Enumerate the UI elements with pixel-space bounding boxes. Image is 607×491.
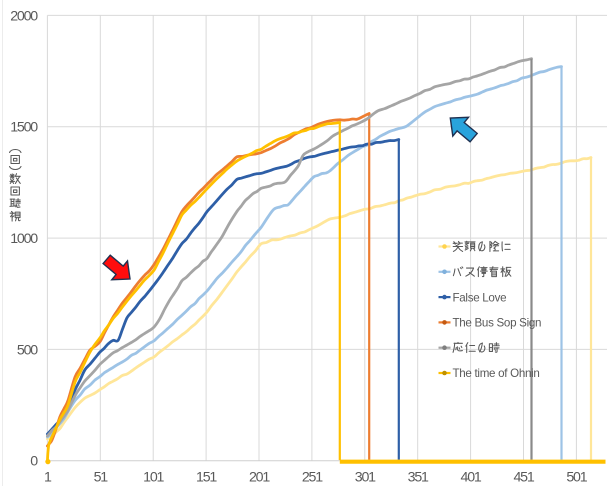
svg-text:The time of Ohnin: The time of Ohnin — [453, 367, 540, 380]
svg-text:2000: 2000 — [10, 8, 38, 24]
svg-text:51: 51 — [94, 470, 109, 486]
svg-text:401: 401 — [461, 470, 482, 486]
svg-text:False Love: False Love — [453, 291, 507, 304]
svg-text:101: 101 — [143, 470, 164, 486]
svg-text:201: 201 — [249, 470, 270, 486]
svg-text:The Bus Sop Sign: The Bus Sop Sign — [453, 317, 542, 330]
svg-text:301: 301 — [355, 470, 376, 486]
svg-text:1000: 1000 — [10, 231, 38, 247]
svg-text:151: 151 — [196, 470, 217, 486]
svg-text:0: 0 — [30, 453, 38, 469]
svg-text:1: 1 — [44, 470, 52, 486]
svg-text:500: 500 — [17, 342, 38, 358]
svg-text:351: 351 — [408, 470, 429, 486]
svg-text:1500: 1500 — [10, 120, 38, 136]
svg-text:451: 451 — [513, 470, 534, 486]
svg-text:501: 501 — [566, 470, 587, 486]
svg-text:251: 251 — [302, 470, 323, 486]
